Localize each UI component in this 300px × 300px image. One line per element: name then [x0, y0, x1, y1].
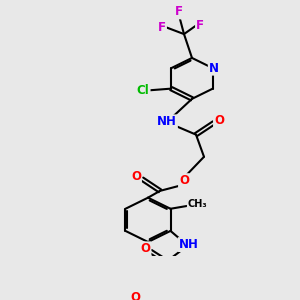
Text: NH: NH — [157, 116, 177, 128]
Text: F: F — [196, 19, 204, 32]
Text: O: O — [130, 291, 140, 300]
Text: F: F — [158, 21, 166, 34]
Text: O: O — [131, 170, 141, 183]
Text: O: O — [140, 242, 151, 255]
Text: O: O — [214, 114, 224, 127]
Text: F: F — [175, 5, 183, 18]
Text: O: O — [179, 174, 189, 187]
Text: NH: NH — [178, 238, 199, 251]
Text: Cl: Cl — [137, 84, 150, 97]
Text: N: N — [209, 62, 219, 75]
Text: CH₃: CH₃ — [188, 199, 207, 209]
